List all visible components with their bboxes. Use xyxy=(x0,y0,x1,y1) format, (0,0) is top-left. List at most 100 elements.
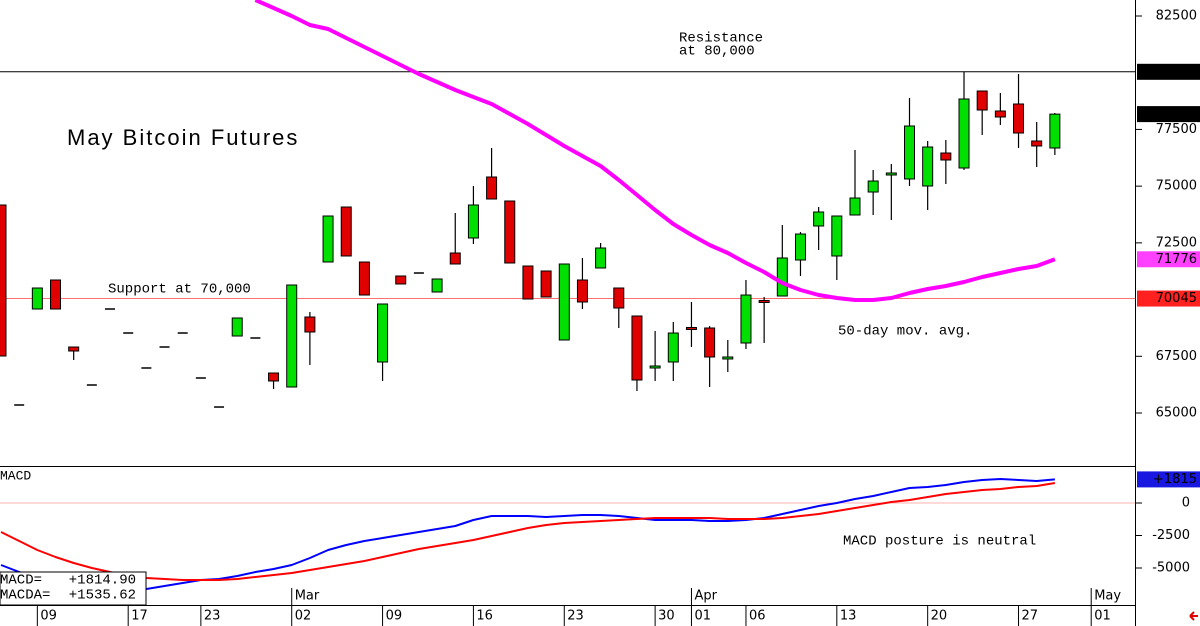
readout-value: +1814.90 xyxy=(69,573,136,589)
candle-body xyxy=(504,200,516,264)
readout-box xyxy=(0,571,147,606)
candle-body xyxy=(31,287,43,310)
price-tag-label: 71776 xyxy=(1156,252,1197,267)
candle-body xyxy=(304,316,316,333)
y-tick-label: 0 xyxy=(1182,495,1190,510)
candle-body xyxy=(649,365,661,369)
candle-body xyxy=(1013,103,1025,134)
y-tick-label: 75000 xyxy=(1156,179,1197,194)
candle-body xyxy=(340,206,352,257)
y-tick-label: 77500 xyxy=(1156,122,1197,137)
candle-body xyxy=(449,252,461,265)
x-tick-label: 30 xyxy=(658,609,675,624)
candle-body xyxy=(1049,113,1061,149)
candle-body xyxy=(358,261,370,296)
candle-body xyxy=(885,172,897,176)
candle-body xyxy=(958,98,970,169)
price-tag-label: 70045 xyxy=(1156,291,1197,306)
candle-body xyxy=(268,372,280,382)
x-tick-label: 23 xyxy=(567,609,584,624)
month-label: Apr xyxy=(694,589,717,604)
legend-label: 50-day mov. avg. xyxy=(838,324,972,340)
candle-body xyxy=(631,315,643,381)
candle-body xyxy=(613,287,625,309)
moving-average-line xyxy=(254,0,1056,302)
candle-body xyxy=(776,257,788,297)
price-tag-label: +1815 xyxy=(1153,472,1197,487)
x-tick-label: 13 xyxy=(840,609,857,624)
macd-line xyxy=(0,482,1056,581)
candle-body xyxy=(431,278,443,293)
x-tick-label: 17 xyxy=(131,609,148,624)
candle-body xyxy=(0,204,7,357)
readout-name: MACDA= xyxy=(0,588,50,604)
candle-body xyxy=(558,263,570,341)
annotation: MACD posture is neutral xyxy=(843,534,1036,550)
chart-title: May Bitcoin Futures xyxy=(67,125,299,150)
candle-body xyxy=(922,146,934,187)
candle-body xyxy=(322,215,334,263)
readout-name: MACD= xyxy=(0,573,42,589)
candle-body xyxy=(704,327,716,358)
candle-body xyxy=(467,204,479,239)
price-tag-label: 78175 xyxy=(1156,107,1197,122)
scroll-arrow[interactable] xyxy=(1189,611,1198,621)
y-tick-label: 72500 xyxy=(1156,235,1197,250)
readout-value: +1535.62 xyxy=(69,588,136,604)
candle-body xyxy=(849,197,861,216)
candle-body xyxy=(231,317,243,337)
macd-line xyxy=(0,478,1055,591)
resistance-label: Resistance xyxy=(679,31,763,47)
price-tag xyxy=(1137,63,1200,80)
candle-body xyxy=(976,90,988,111)
x-tick-label: 02 xyxy=(295,609,312,624)
candle-body xyxy=(395,275,407,285)
candle-body xyxy=(486,176,498,200)
x-tick-label: 16 xyxy=(476,609,493,624)
candle-body xyxy=(576,279,588,303)
price-tag xyxy=(1137,471,1200,488)
candle-body xyxy=(667,332,679,363)
candle-body xyxy=(994,110,1006,118)
month-label: Mar xyxy=(295,589,320,604)
candle-body xyxy=(540,270,552,298)
x-tick-label: 06 xyxy=(749,609,766,624)
month-label: May xyxy=(1094,589,1121,604)
candle-body xyxy=(1031,140,1043,147)
axes: 82500 77500 75000 72500 67500 65000 0 -2500 -500… xyxy=(36,8,1200,626)
candle-body xyxy=(867,180,879,193)
macd-panel xyxy=(0,478,1135,591)
x-tick-label: 20 xyxy=(931,609,948,624)
x-tick-label: 09 xyxy=(40,609,57,624)
support-label: Support at 70,000 xyxy=(108,282,251,298)
candle-body xyxy=(286,284,298,388)
y-tick-label: 82500 xyxy=(1156,8,1197,23)
candle-body xyxy=(68,346,80,352)
price-tag-label: 80040 xyxy=(1156,64,1197,79)
candle-body xyxy=(813,211,825,227)
candle-body xyxy=(940,152,952,161)
candle-body xyxy=(50,279,62,310)
candle-body xyxy=(522,265,534,300)
candle-body xyxy=(685,326,697,330)
x-tick-label: 27 xyxy=(1022,609,1039,624)
price-panel xyxy=(0,0,1135,408)
resistance-label: at 80,000 xyxy=(679,44,755,60)
panel-title: MACD xyxy=(0,468,31,483)
x-tick-label: 01 xyxy=(694,609,711,624)
x-tick-label: 09 xyxy=(386,609,403,624)
price-tag xyxy=(1137,106,1200,123)
price-tag xyxy=(1137,251,1200,268)
price-tag xyxy=(1137,290,1200,307)
candle-body xyxy=(758,299,770,303)
candle-body xyxy=(722,356,734,360)
x-tick-label: 01 xyxy=(1094,609,1111,624)
x-tick-label: 23 xyxy=(204,609,221,624)
candle-body xyxy=(595,247,607,269)
candle-body xyxy=(740,294,752,344)
candle-body xyxy=(904,125,915,180)
y-tick-label: 65000 xyxy=(1156,406,1197,421)
y-tick-label: -5000 xyxy=(1152,561,1190,576)
